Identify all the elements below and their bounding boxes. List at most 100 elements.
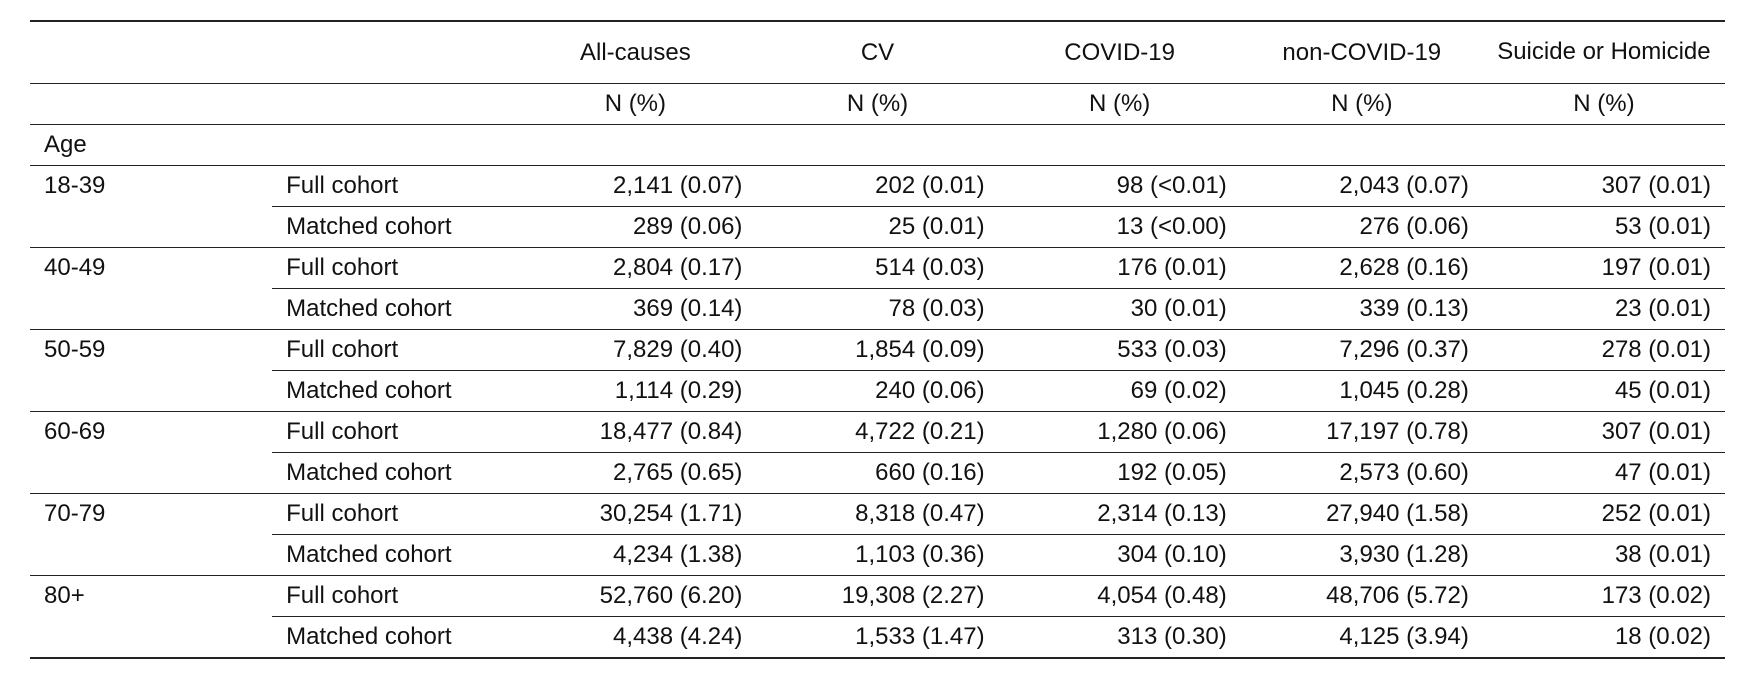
value-cell-suicide-or-homicide: 53 (0.01) [1482,206,1725,248]
value-cell-non-covid-19: 27,940 (1.58) [1240,493,1483,535]
section-row-age: Age [30,124,1725,166]
value-cell-covid-19: 2,314 (0.13) [998,493,1241,535]
value-cell-cv: 1,533 (1.47) [756,616,999,659]
value-cell-non-covid-19: 2,573 (0.60) [1240,452,1483,494]
header-cell-covid-19: COVID-19 [998,20,1241,84]
value-cell-covid-19: 313 (0.30) [998,616,1241,659]
cohort-cell: Full cohort [272,411,515,453]
age-group-cell [30,370,273,412]
table-row: Matched cohort 289 (0.06) 25 (0.01) 13 (<0.… [30,206,1725,248]
value-cell-covid-19: 176 (0.01) [998,247,1241,289]
value-cell-non-covid-19: 276 (0.06) [1240,206,1483,248]
cohort-cell: Matched cohort [272,616,515,659]
value-cell-cv: 19,308 (2.27) [756,575,999,617]
age-group-cell [30,452,273,494]
value-cell-cv: 78 (0.03) [756,288,999,330]
table-row: Matched cohort 2,765 (0.65) 660 (0.16) 192 … [30,452,1725,494]
value-cell-all-causes: 2,765 (0.65) [514,452,757,494]
age-group-cell [30,206,273,248]
header-cell-non-covid-19: non-COVID-19 [1240,20,1483,84]
unit-cell-cohort [272,83,515,125]
value-cell-covid-19: 98 (<0.01) [998,165,1241,207]
table-row: 70-79 Full cohort 30,254 (1.71) 8,318 (0.47… [30,493,1725,535]
value-cell-suicide-or-homicide: 45 (0.01) [1482,370,1725,412]
table-row: 40-49 Full cohort 2,804 (0.17) 514 (0.03) 17… [30,247,1725,289]
unit-cell-all-causes: N (%) [514,83,757,125]
cohort-cell: Full cohort [272,575,515,617]
value-cell-all-causes: 2,804 (0.17) [514,247,757,289]
value-cell-all-causes: 2,141 (0.07) [514,165,757,207]
header-cell-cohort [272,20,515,84]
age-group-cell: 40-49 [44,254,106,282]
value-cell-cv: 8,318 (0.47) [756,493,999,535]
cohort-cell: Matched cohort [272,288,515,330]
value-cell-suicide-or-homicide: 173 (0.02) [1482,575,1725,617]
value-cell-non-covid-19: 48,706 (5.72) [1240,575,1483,617]
table-row: 80+ Full cohort 52,760 (6.20) 19,308 (2.27)… [30,575,1725,617]
unit-row: N (%) N (%) N (%) N (%) N (%) [30,83,1725,125]
cohort-cell: Matched cohort [272,206,515,248]
cohort-cell: Full cohort [272,247,515,289]
value-cell-suicide-or-homicide: 38 (0.01) [1482,534,1725,576]
unit-cell-covid-19: N (%) [998,83,1241,125]
value-cell-non-covid-19: 3,930 (1.28) [1240,534,1483,576]
value-cell-non-covid-19: 17,197 (0.78) [1240,411,1483,453]
cohort-cell: Matched cohort [272,370,515,412]
header-cell-cv: CV [756,20,999,84]
value-cell-all-causes: 4,438 (4.24) [514,616,757,659]
age-group-cell: 70-79 [44,500,106,528]
value-cell-all-causes: 52,760 (6.20) [514,575,757,617]
unit-cell-cv: N (%) [756,83,999,125]
table-body: Age 18-39 Full cohort 2,141 (0.07) 202 (0.0… [30,124,1725,659]
value-cell-all-causes: 369 (0.14) [514,288,757,330]
value-cell-suicide-or-homicide: 307 (0.01) [1482,165,1725,207]
age-group-cell [30,616,273,659]
table-row: 18-39 Full cohort 2,141 (0.07) 202 (0.01) 98… [30,165,1725,207]
header-cell-all-causes: All-causes [514,20,757,84]
value-cell-non-covid-19: 7,296 (0.37) [1240,329,1483,371]
table-row: Matched cohort 1,114 (0.29) 240 (0.06) 69 (… [30,370,1725,412]
value-cell-non-covid-19: 4,125 (3.94) [1240,616,1483,659]
value-cell-cv: 660 (0.16) [756,452,999,494]
value-cell-cv: 4,722 (0.21) [756,411,999,453]
age-group-cell: 60-69 [44,418,106,446]
value-cell-covid-19: 1,280 (0.06) [998,411,1241,453]
unit-cell-suicide-or-homicide: N (%) [1482,83,1725,125]
age-group-cell [30,534,273,576]
cohort-cell: Full cohort [272,493,515,535]
table-row: Matched cohort 369 (0.14) 78 (0.03) 30 (0.0… [30,288,1725,330]
value-cell-cv: 1,103 (0.36) [756,534,999,576]
value-cell-non-covid-19: 2,628 (0.16) [1240,247,1483,289]
cohort-cell: Matched cohort [272,452,515,494]
header-cell-age [30,20,273,84]
value-cell-suicide-or-homicide: 23 (0.01) [1482,288,1725,330]
table-row: Matched cohort 4,234 (1.38) 1,103 (0.36) 30… [30,534,1725,576]
value-cell-cv: 1,854 (0.09) [756,329,999,371]
value-cell-cv: 240 (0.06) [756,370,999,412]
value-cell-suicide-or-homicide: 307 (0.01) [1482,411,1725,453]
table-row: 60-69 Full cohort 18,477 (0.84) 4,722 (0.21… [30,411,1725,453]
cohort-cell: Matched cohort [272,534,515,576]
table-row: Matched cohort 4,438 (4.24) 1,533 (1.47) 31… [30,616,1725,659]
value-cell-cv: 202 (0.01) [756,165,999,207]
mortality-table-container: All-causes CV COVID-19 non-COVID-19 Suic… [30,20,1725,659]
value-cell-suicide-or-homicide: 278 (0.01) [1482,329,1725,371]
value-cell-all-causes: 4,234 (1.38) [514,534,757,576]
value-cell-covid-19: 192 (0.05) [998,452,1241,494]
value-cell-non-covid-19: 2,043 (0.07) [1240,165,1483,207]
value-cell-covid-19: 533 (0.03) [998,329,1241,371]
mortality-by-age-table: All-causes CV COVID-19 non-COVID-19 Suic… [30,20,1725,659]
age-group-cell: 50-59 [44,336,106,364]
header-row: All-causes CV COVID-19 non-COVID-19 Suic… [30,20,1725,84]
age-group-cell [30,288,273,330]
value-cell-covid-19: 304 (0.10) [998,534,1241,576]
value-cell-all-causes: 18,477 (0.84) [514,411,757,453]
value-cell-all-causes: 7,829 (0.40) [514,329,757,371]
value-cell-suicide-or-homicide: 18 (0.02) [1482,616,1725,659]
value-cell-covid-19: 13 (<0.00) [998,206,1241,248]
age-group-cell: 80+ [44,582,85,610]
value-cell-non-covid-19: 339 (0.13) [1240,288,1483,330]
value-cell-all-causes: 30,254 (1.71) [514,493,757,535]
value-cell-suicide-or-homicide: 197 (0.01) [1482,247,1725,289]
unit-cell-non-covid-19: N (%) [1240,83,1483,125]
